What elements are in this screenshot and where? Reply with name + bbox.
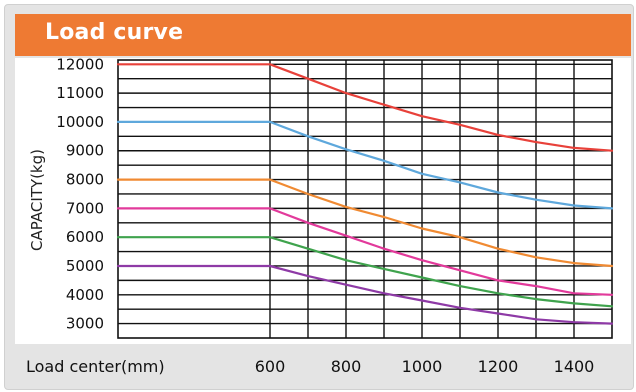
y-axis-label: CAPACITY(kg)	[28, 149, 46, 251]
x-tick-label: 1000	[402, 357, 443, 376]
y-tick-label: 8000	[66, 171, 104, 189]
y-tick-label: 11000	[56, 84, 104, 102]
chart-title: Load curve	[45, 20, 184, 45]
series-line-5	[116, 236, 614, 308]
series-line-2	[116, 120, 614, 210]
x-tick-label: 600	[255, 357, 286, 376]
plot-frame	[117, 59, 613, 339]
header-bar: Load curve	[15, 14, 631, 56]
y-tick-label: 7000	[66, 199, 104, 217]
x-tick-label: 1200	[478, 357, 519, 376]
x-tick-label: 800	[331, 357, 362, 376]
series-line-6	[116, 264, 614, 325]
x-tick-label: 1400	[554, 357, 595, 376]
series-line-3	[116, 178, 614, 268]
y-tick-label: 12000	[56, 55, 104, 73]
y-tick-label: 5000	[66, 257, 104, 275]
y-tick-label: 3000	[66, 315, 104, 333]
y-tick-label: 4000	[66, 286, 104, 304]
x-axis-label: Load center(mm)	[26, 357, 165, 376]
y-tick-label: 9000	[66, 142, 104, 160]
series-line-4	[116, 207, 614, 296]
y-tick-label: 6000	[66, 228, 104, 246]
series-line-1	[116, 63, 614, 152]
y-tick-label: 10000	[56, 113, 104, 131]
